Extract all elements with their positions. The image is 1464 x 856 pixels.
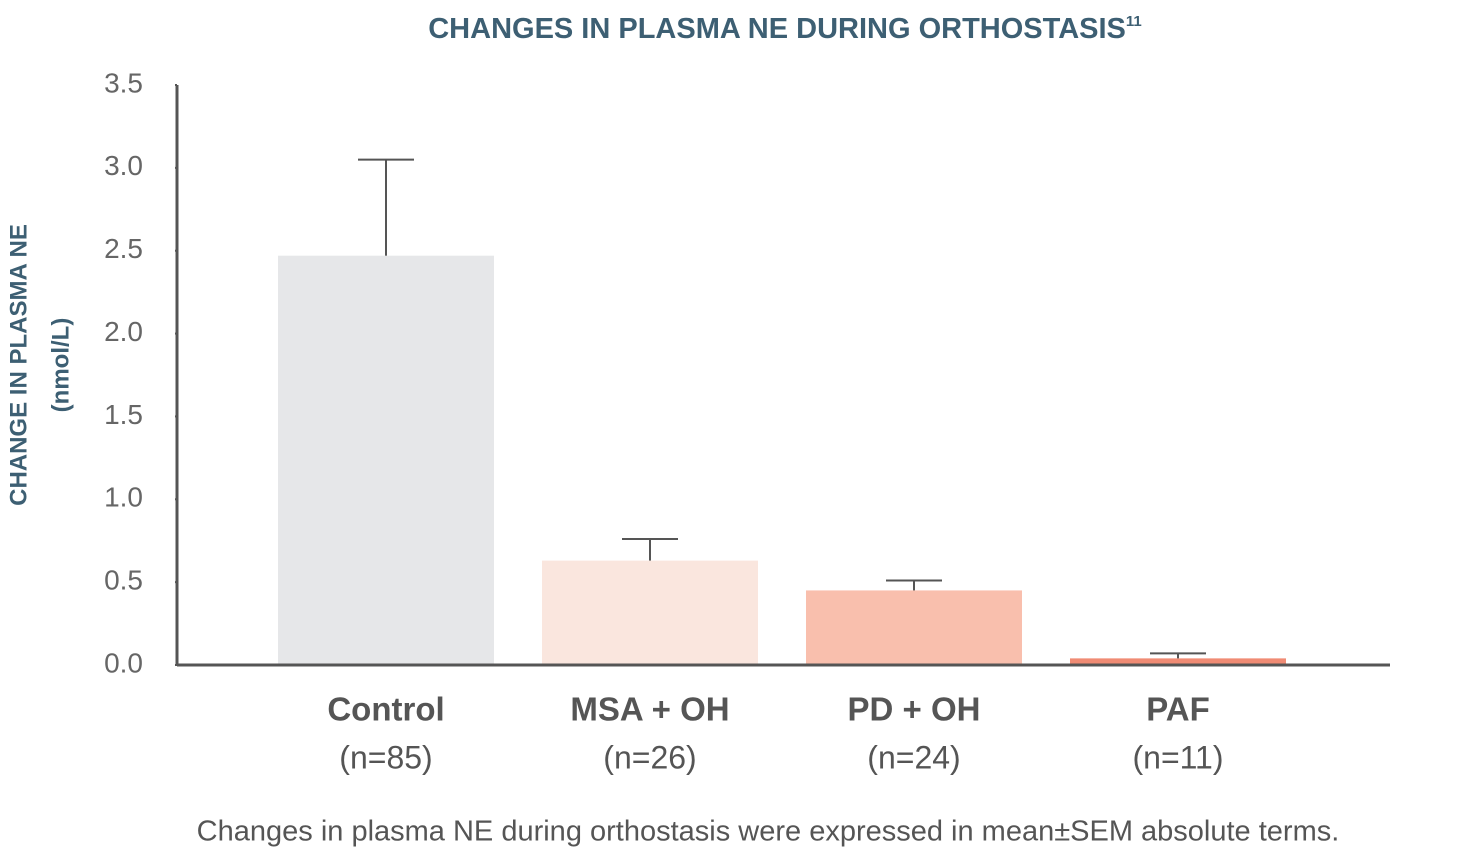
x-tick-sublabel: (n=24): [867, 739, 960, 775]
y-tick-label: 3.0: [104, 150, 143, 181]
y-tick-label: 1.0: [104, 482, 143, 513]
y-tick-label: 2.0: [104, 316, 143, 347]
bar: [542, 560, 758, 665]
y-tick-label: 2.5: [104, 233, 143, 264]
x-tick-sublabel: (n=85): [339, 739, 432, 775]
y-axis-label: (nmol/L): [47, 318, 74, 413]
y-tick-label: 0.0: [104, 647, 143, 678]
bar: [806, 590, 1022, 665]
chart-title: CHANGES IN PLASMA NE DURING ORTHOSTASIS1…: [428, 13, 1142, 45]
x-tick-label: MSA + OH: [570, 691, 729, 728]
x-tick-sublabel: (n=26): [603, 739, 696, 775]
caption: Changes in plasma NE during orthostasis …: [197, 816, 1340, 848]
x-tick-label: Control: [327, 691, 444, 728]
x-tick-label: PAF: [1146, 691, 1210, 728]
y-axis-label: CHANGE IN PLASMA NE: [5, 224, 32, 506]
x-tick-sublabel: (n=11): [1132, 739, 1223, 775]
title-superscript: 11: [1126, 13, 1142, 30]
y-tick-label: 0.5: [104, 565, 143, 596]
bar: [278, 255, 494, 665]
x-tick-label: PD + OH: [848, 691, 981, 728]
y-tick-label: 3.5: [104, 67, 143, 98]
title-text: CHANGES IN PLASMA NE DURING ORTHOSTASIS: [428, 13, 1126, 45]
bar: [1070, 658, 1286, 665]
y-tick-label: 1.5: [104, 399, 143, 430]
